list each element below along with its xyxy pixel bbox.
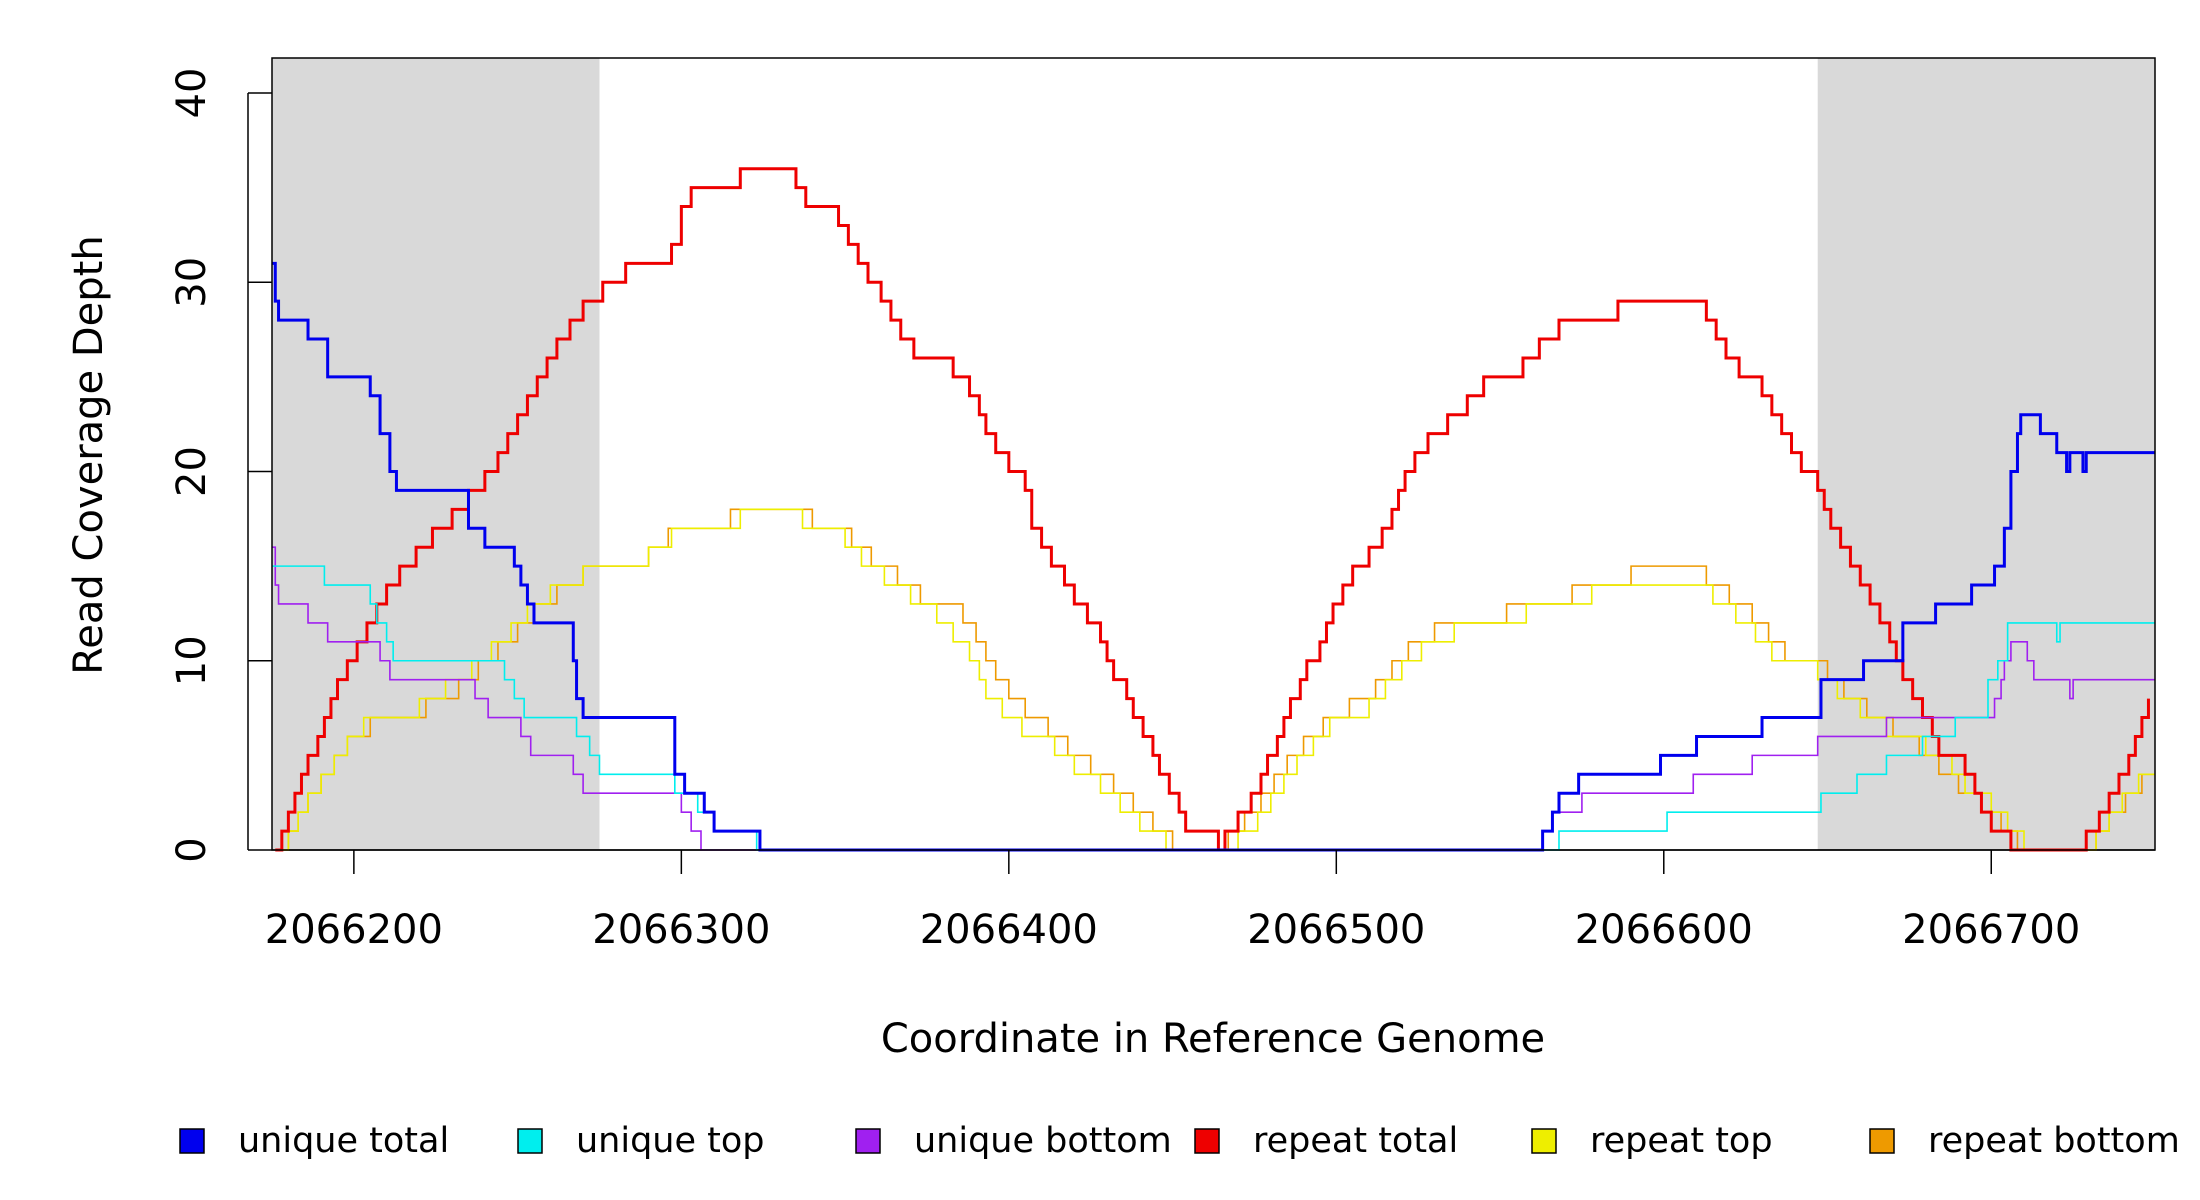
legend: unique total unique top unique bottom repea…: [179, 1121, 2180, 1161]
legend-item-repeat-top: repeat top: [1531, 1121, 1773, 1161]
y-tick-label: 10: [169, 635, 215, 686]
legend-item-repeat-total: repeat total: [1194, 1121, 1458, 1161]
legend-swatch: [855, 1128, 881, 1154]
legend-label: unique total: [238, 1121, 449, 1161]
legend-label: repeat total: [1253, 1121, 1458, 1161]
series-line-unique-total: [272, 261, 2155, 852]
x-tick-label: 2066700: [1902, 907, 2080, 953]
legend-swatch: [1531, 1128, 1557, 1154]
x-axis-label: Coordinate in Reference Genome: [881, 1016, 1545, 1062]
y-axis-label: Read Coverage Depth: [66, 235, 112, 674]
legend-label: unique top: [576, 1121, 765, 1161]
legend-item-unique-bottom: unique bottom: [855, 1121, 1172, 1161]
y-axis: 0 10 20 30 40: [169, 68, 272, 863]
plot-frame: [271, 57, 2156, 851]
shaded-regions: [272, 58, 2155, 851]
legend-swatch: [179, 1128, 205, 1154]
series-line-repeat-total: [275, 167, 2150, 852]
legend-label: unique bottom: [914, 1121, 1172, 1161]
x-tick-label: 2066500: [1247, 907, 1425, 953]
y-tick-label: 30: [169, 257, 215, 308]
x-axis: 2066200 2066300 2066400 2066500 2066600 20667…: [265, 850, 2080, 953]
y-tick-label: 40: [169, 68, 215, 119]
shaded-region-1: [272, 58, 600, 850]
legend-swatch: [1869, 1128, 1895, 1154]
series-lines: [272, 167, 2155, 852]
x-tick-label: 2066400: [920, 907, 1098, 953]
legend-swatch: [1194, 1128, 1220, 1154]
legend-item-unique-top: unique top: [517, 1121, 765, 1161]
x-tick-label: 2066300: [592, 907, 770, 953]
series-line-repeat-top: [275, 508, 2155, 851]
y-tick-label: 0: [169, 837, 215, 862]
legend-item-unique-total: unique total: [179, 1121, 449, 1161]
legend-item-repeat-bottom: repeat bottom: [1869, 1121, 2180, 1161]
legend-swatch: [517, 1128, 543, 1154]
y-tick-label: 20: [169, 446, 215, 497]
legend-label: repeat bottom: [1928, 1121, 2180, 1161]
x-tick-label: 2066600: [1575, 907, 1753, 953]
x-tick-label: 2066200: [265, 907, 443, 953]
legend-label: repeat top: [1590, 1121, 1773, 1161]
